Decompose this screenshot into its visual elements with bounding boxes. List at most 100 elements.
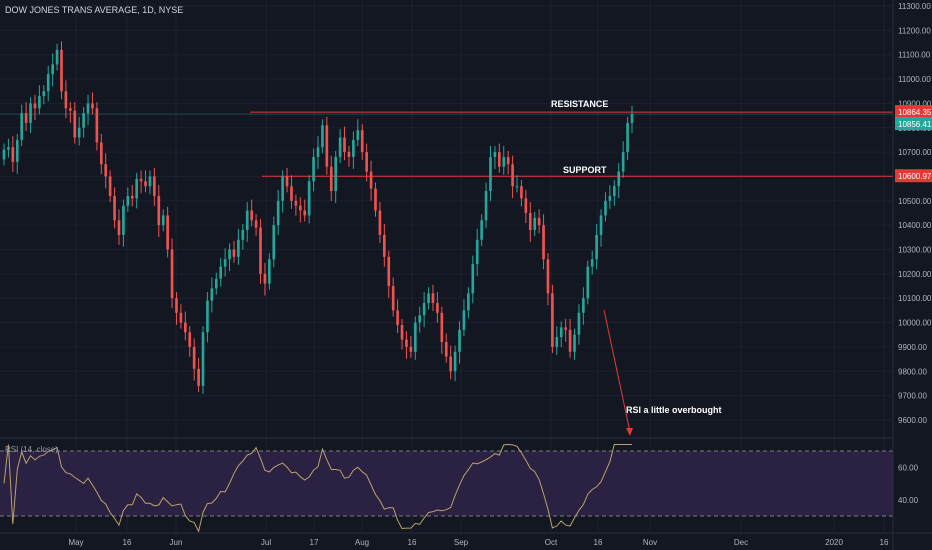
candle-body	[502, 156, 506, 167]
candle-body	[528, 212, 532, 231]
candle-body	[20, 113, 24, 140]
candle-body	[153, 176, 156, 196]
price-tick-label: 10500.00	[898, 197, 932, 206]
rsi-panel: 60.00 40.00	[0, 443, 919, 533]
last-price-tag-bg	[895, 117, 932, 131]
candle-body	[400, 324, 404, 340]
chart-title: DOW JONES TRANS AVERAGE, 1D, NYSE	[5, 5, 183, 15]
candle-body	[365, 152, 368, 172]
candle-body	[245, 210, 249, 231]
candle-body	[223, 259, 227, 267]
candle-body	[197, 368, 200, 386]
rsi-tick-label: 60.00	[898, 463, 919, 472]
candle-body	[387, 256, 391, 287]
candle-body	[586, 266, 590, 299]
candle-body	[60, 49, 63, 92]
rsi-arrow	[603, 309, 631, 433]
candle-body	[506, 156, 510, 165]
candle-body	[555, 337, 559, 347]
candle-body	[321, 125, 324, 148]
candle-body	[130, 195, 134, 199]
candle-body	[621, 152, 625, 172]
candle-body	[497, 152, 501, 167]
candle-body	[568, 329, 572, 352]
candle-body	[113, 195, 116, 221]
candle-body	[440, 312, 444, 343]
candle-body	[144, 181, 147, 187]
candle-body	[73, 110, 77, 138]
candle-body	[515, 186, 519, 188]
price-tick-label: 11000.00	[898, 75, 931, 84]
candle-body	[135, 178, 139, 199]
candle-body	[285, 176, 289, 187]
price-tick-label: 10100.00	[898, 294, 932, 303]
candle-body	[467, 293, 470, 311]
time-tick-label: Nov	[643, 538, 657, 547]
candle-body	[46, 74, 50, 92]
price-tick-label: 10400.00	[898, 221, 932, 230]
time-tick-label: Jul	[261, 538, 271, 547]
candle-body	[338, 137, 342, 157]
candle-body	[462, 310, 466, 330]
candle-body	[51, 64, 54, 75]
candle-body	[334, 156, 338, 192]
candle-body	[582, 298, 585, 313]
candle-body	[542, 225, 545, 260]
candle-body	[192, 346, 196, 369]
price-tick-label: 9600.00	[898, 416, 927, 425]
price-labels: 10864.35 10856.41 10600.97	[895, 105, 932, 183]
candle-body	[564, 327, 567, 330]
candle-body	[122, 205, 125, 235]
candle-body	[484, 191, 488, 221]
candle-body	[612, 186, 616, 196]
candle-body	[405, 339, 408, 347]
candle-body	[29, 103, 32, 123]
candle-body	[126, 195, 130, 206]
candle-body	[352, 139, 355, 157]
candle-body	[64, 91, 68, 109]
time-tick-label: Sep	[454, 538, 469, 547]
candle-body	[228, 249, 231, 260]
candle-body	[15, 139, 19, 162]
candle-body	[237, 239, 240, 257]
candle-body	[268, 259, 271, 284]
last-price-tag: 10856.41	[898, 120, 932, 129]
candle-body	[188, 332, 192, 347]
rsi-label: RSI (14, close)	[5, 445, 58, 454]
candle-body	[42, 91, 46, 97]
time-tick-label: 16	[123, 538, 132, 547]
candle-body	[214, 278, 218, 289]
rsi-note: RSI a little overbought	[626, 405, 722, 415]
candle-body	[418, 315, 422, 323]
time-tick-label: 16	[408, 538, 417, 547]
candle-body	[453, 351, 457, 372]
candle-body	[617, 171, 621, 187]
time-tick-label: Aug	[355, 538, 369, 547]
candle-body	[537, 217, 541, 226]
candle-body	[577, 312, 581, 335]
price-tick-label: 10200.00	[898, 270, 932, 279]
candle-body	[254, 220, 258, 228]
candle-body	[391, 286, 395, 311]
time-tick-label: Dec	[734, 538, 748, 547]
price-tick-label: 11300.00	[898, 2, 931, 11]
candle-body	[259, 227, 262, 274]
candle-body	[232, 249, 236, 257]
candle-body	[117, 220, 121, 235]
price-tick-label: 11100.00	[898, 51, 931, 60]
price-tick-label: 11200.00	[898, 26, 931, 35]
candle-body	[33, 103, 37, 109]
candle-body	[95, 108, 99, 143]
candle-body	[493, 152, 497, 157]
candle-body	[458, 329, 461, 352]
candle-body	[294, 200, 298, 206]
rsi-arrow-head	[626, 428, 633, 436]
resistance-label: RESISTANCE	[551, 99, 608, 109]
candle-body	[444, 342, 448, 357]
candle-body	[11, 147, 15, 162]
candle-body	[409, 346, 413, 352]
time-tick-label: 16	[594, 538, 603, 547]
candle-body	[533, 217, 537, 231]
